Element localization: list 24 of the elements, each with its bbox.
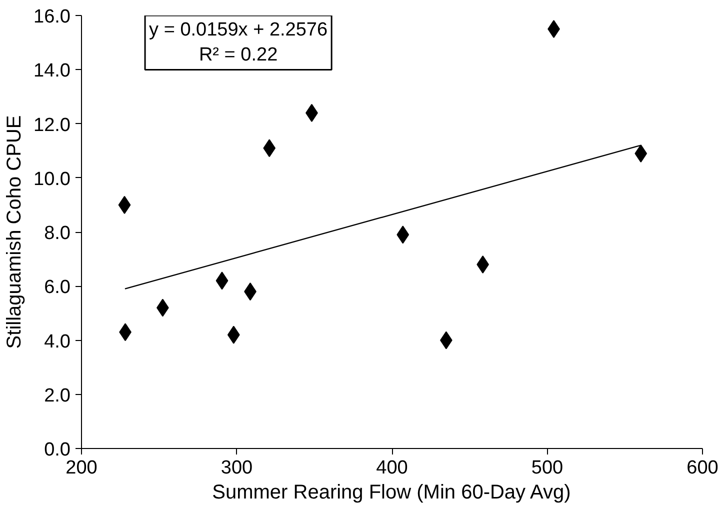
y-tick-label: 10.0 [34, 168, 71, 190]
y-tick-label: 2.0 [44, 385, 71, 406]
y-tick-label: 14.0 [34, 60, 71, 82]
y-tick-label: 0.0 [44, 440, 71, 460]
point [263, 139, 276, 158]
x-tick-label: 200 [66, 458, 98, 478]
point [634, 144, 648, 163]
point [216, 272, 228, 290]
y-tick-label: 6.0 [44, 277, 71, 298]
x-tick-label: 400 [376, 458, 408, 478]
x-axis-title: Summer Rearing Flow (Min 60-Day Avg) [212, 482, 571, 504]
y-tick-label: 16.0 [34, 6, 71, 28]
y-tick-label: 4.0 [44, 331, 71, 352]
point [118, 196, 131, 214]
x-tick-label: 300 [220, 458, 253, 478]
point [396, 226, 410, 244]
annotation: y = 0.0159x + 2.2576 [149, 20, 328, 40]
y-tick-label: 12.0 [34, 114, 71, 136]
point [227, 326, 240, 344]
y-axis-title: Stillaguamish Coho CPUE [4, 115, 26, 349]
y-tick-label: 8.0 [44, 223, 71, 244]
x-tick-label: 600 [686, 458, 718, 478]
annotation: R² = 0.22 [198, 44, 278, 66]
x-tick-label: 500 [531, 458, 564, 478]
